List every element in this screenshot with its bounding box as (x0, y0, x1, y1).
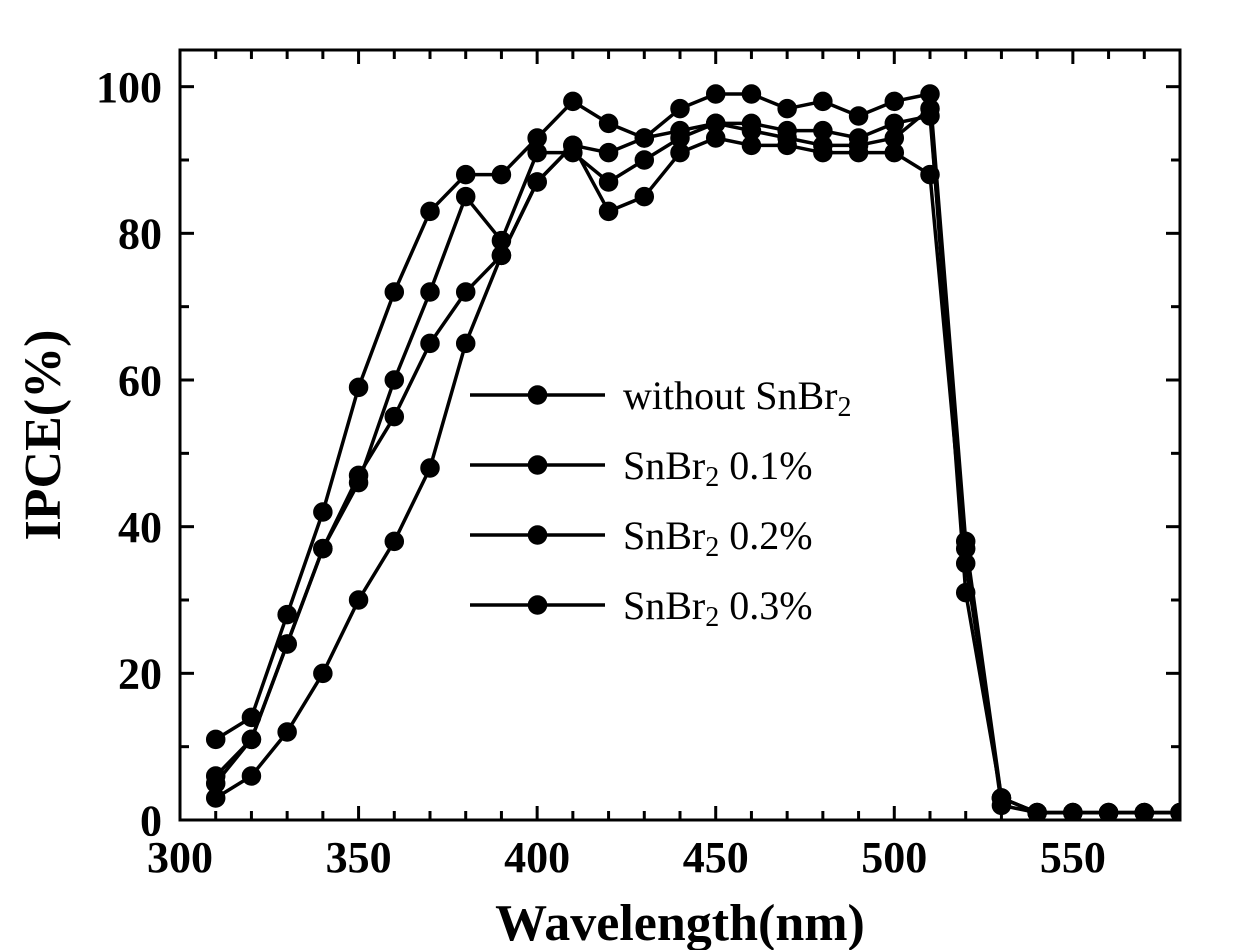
series-marker-snbr2_0p3 (242, 767, 260, 785)
series-marker-snbr2_0p1 (814, 92, 832, 110)
series-marker-snbr2_0p3 (314, 664, 332, 682)
series-marker-snbr2_0p3 (600, 144, 618, 162)
legend-label-without: without SnBr2 (623, 373, 851, 423)
y-tick-label: 20 (118, 650, 162, 699)
series-marker-snbr2_0p2 (385, 371, 403, 389)
ipce-chart: 300350400450500550020406080100Wavelength… (0, 0, 1240, 950)
chart-container: 300350400450500550020406080100Wavelength… (0, 0, 1240, 950)
series-marker-snbr2_0p3 (707, 114, 725, 132)
series-marker-snbr2_0p3 (421, 459, 439, 477)
series-marker-snbr2_0p2 (314, 540, 332, 558)
series-marker-snbr2_0p1 (207, 730, 225, 748)
series-marker-snbr2_0p1 (671, 100, 689, 118)
x-tick-label: 450 (683, 833, 749, 882)
series-marker-snbr2_0p3 (814, 136, 832, 154)
series-marker-snbr2_0p1 (778, 100, 796, 118)
series-marker-snbr2_0p2 (457, 188, 475, 206)
series-marker-without (457, 283, 475, 301)
series-marker-snbr2_0p1 (457, 166, 475, 184)
series-marker-snbr2_0p3 (278, 723, 296, 741)
series-marker-without (635, 188, 653, 206)
y-tick-label: 60 (118, 356, 162, 405)
series-marker-snbr2_0p1 (564, 92, 582, 110)
series-marker-snbr2_0p3 (564, 136, 582, 154)
series-marker-snbr2_0p2 (635, 151, 653, 169)
series-marker-snbr2_0p3 (635, 129, 653, 147)
series-marker-snbr2_0p2 (600, 173, 618, 191)
series-marker-snbr2_0p1 (600, 114, 618, 132)
series-marker-snbr2_0p2 (957, 540, 975, 558)
x-tick-label: 500 (861, 833, 927, 882)
series-marker-snbr2_0p3 (742, 122, 760, 140)
series-marker-without (385, 408, 403, 426)
series-marker-snbr2_0p1 (421, 202, 439, 220)
x-axis-label: Wavelength(nm) (495, 895, 865, 950)
series-marker-snbr2_0p3 (992, 789, 1010, 807)
series-marker-snbr2_0p3 (1064, 804, 1082, 822)
series-marker-snbr2_0p2 (242, 730, 260, 748)
series-marker-snbr2_0p1 (278, 606, 296, 624)
series-marker-without (421, 334, 439, 352)
series-marker-snbr2_0p2 (528, 144, 546, 162)
series-marker-snbr2_0p3 (492, 246, 510, 264)
series-marker-snbr2_0p3 (207, 789, 225, 807)
series-marker-snbr2_0p2 (350, 474, 368, 492)
series-marker-snbr2_0p3 (385, 532, 403, 550)
legend-marker (529, 386, 547, 404)
x-tick-label: 550 (1040, 833, 1106, 882)
y-axis-label: IPCE(%) (15, 330, 72, 541)
y-tick-label: 40 (118, 503, 162, 552)
series-marker-snbr2_0p1 (314, 503, 332, 521)
series-marker-snbr2_0p3 (671, 122, 689, 140)
chart-bg (0, 0, 1240, 950)
series-marker-snbr2_0p3 (957, 584, 975, 602)
series-marker-snbr2_0p1 (885, 92, 903, 110)
series-marker-snbr2_0p2 (278, 635, 296, 653)
x-tick-label: 350 (326, 833, 392, 882)
y-tick-label: 80 (118, 210, 162, 259)
series-marker-snbr2_0p1 (492, 166, 510, 184)
series-marker-snbr2_0p3 (350, 591, 368, 609)
x-tick-label: 400 (504, 833, 570, 882)
series-marker-snbr2_0p3 (921, 100, 939, 118)
series-marker-snbr2_0p1 (350, 378, 368, 396)
series-marker-snbr2_0p2 (421, 283, 439, 301)
series-marker-snbr2_0p1 (385, 283, 403, 301)
series-marker-snbr2_0p3 (1100, 804, 1118, 822)
series-marker-snbr2_0p1 (850, 107, 868, 125)
series-marker-without (600, 202, 618, 220)
series-marker-snbr2_0p3 (850, 136, 868, 154)
y-tick-label: 0 (140, 796, 162, 845)
series-marker-snbr2_0p3 (885, 129, 903, 147)
y-tick-label: 100 (96, 63, 162, 112)
series-marker-snbr2_0p3 (1135, 804, 1153, 822)
series-marker-snbr2_0p3 (778, 129, 796, 147)
series-marker-snbr2_0p3 (457, 334, 475, 352)
series-marker-snbr2_0p3 (528, 173, 546, 191)
series-marker-snbr2_0p3 (1028, 804, 1046, 822)
legend-marker (529, 526, 547, 544)
series-marker-snbr2_0p1 (707, 85, 725, 103)
legend-marker (529, 596, 547, 614)
legend-marker (529, 456, 547, 474)
series-marker-snbr2_0p1 (742, 85, 760, 103)
